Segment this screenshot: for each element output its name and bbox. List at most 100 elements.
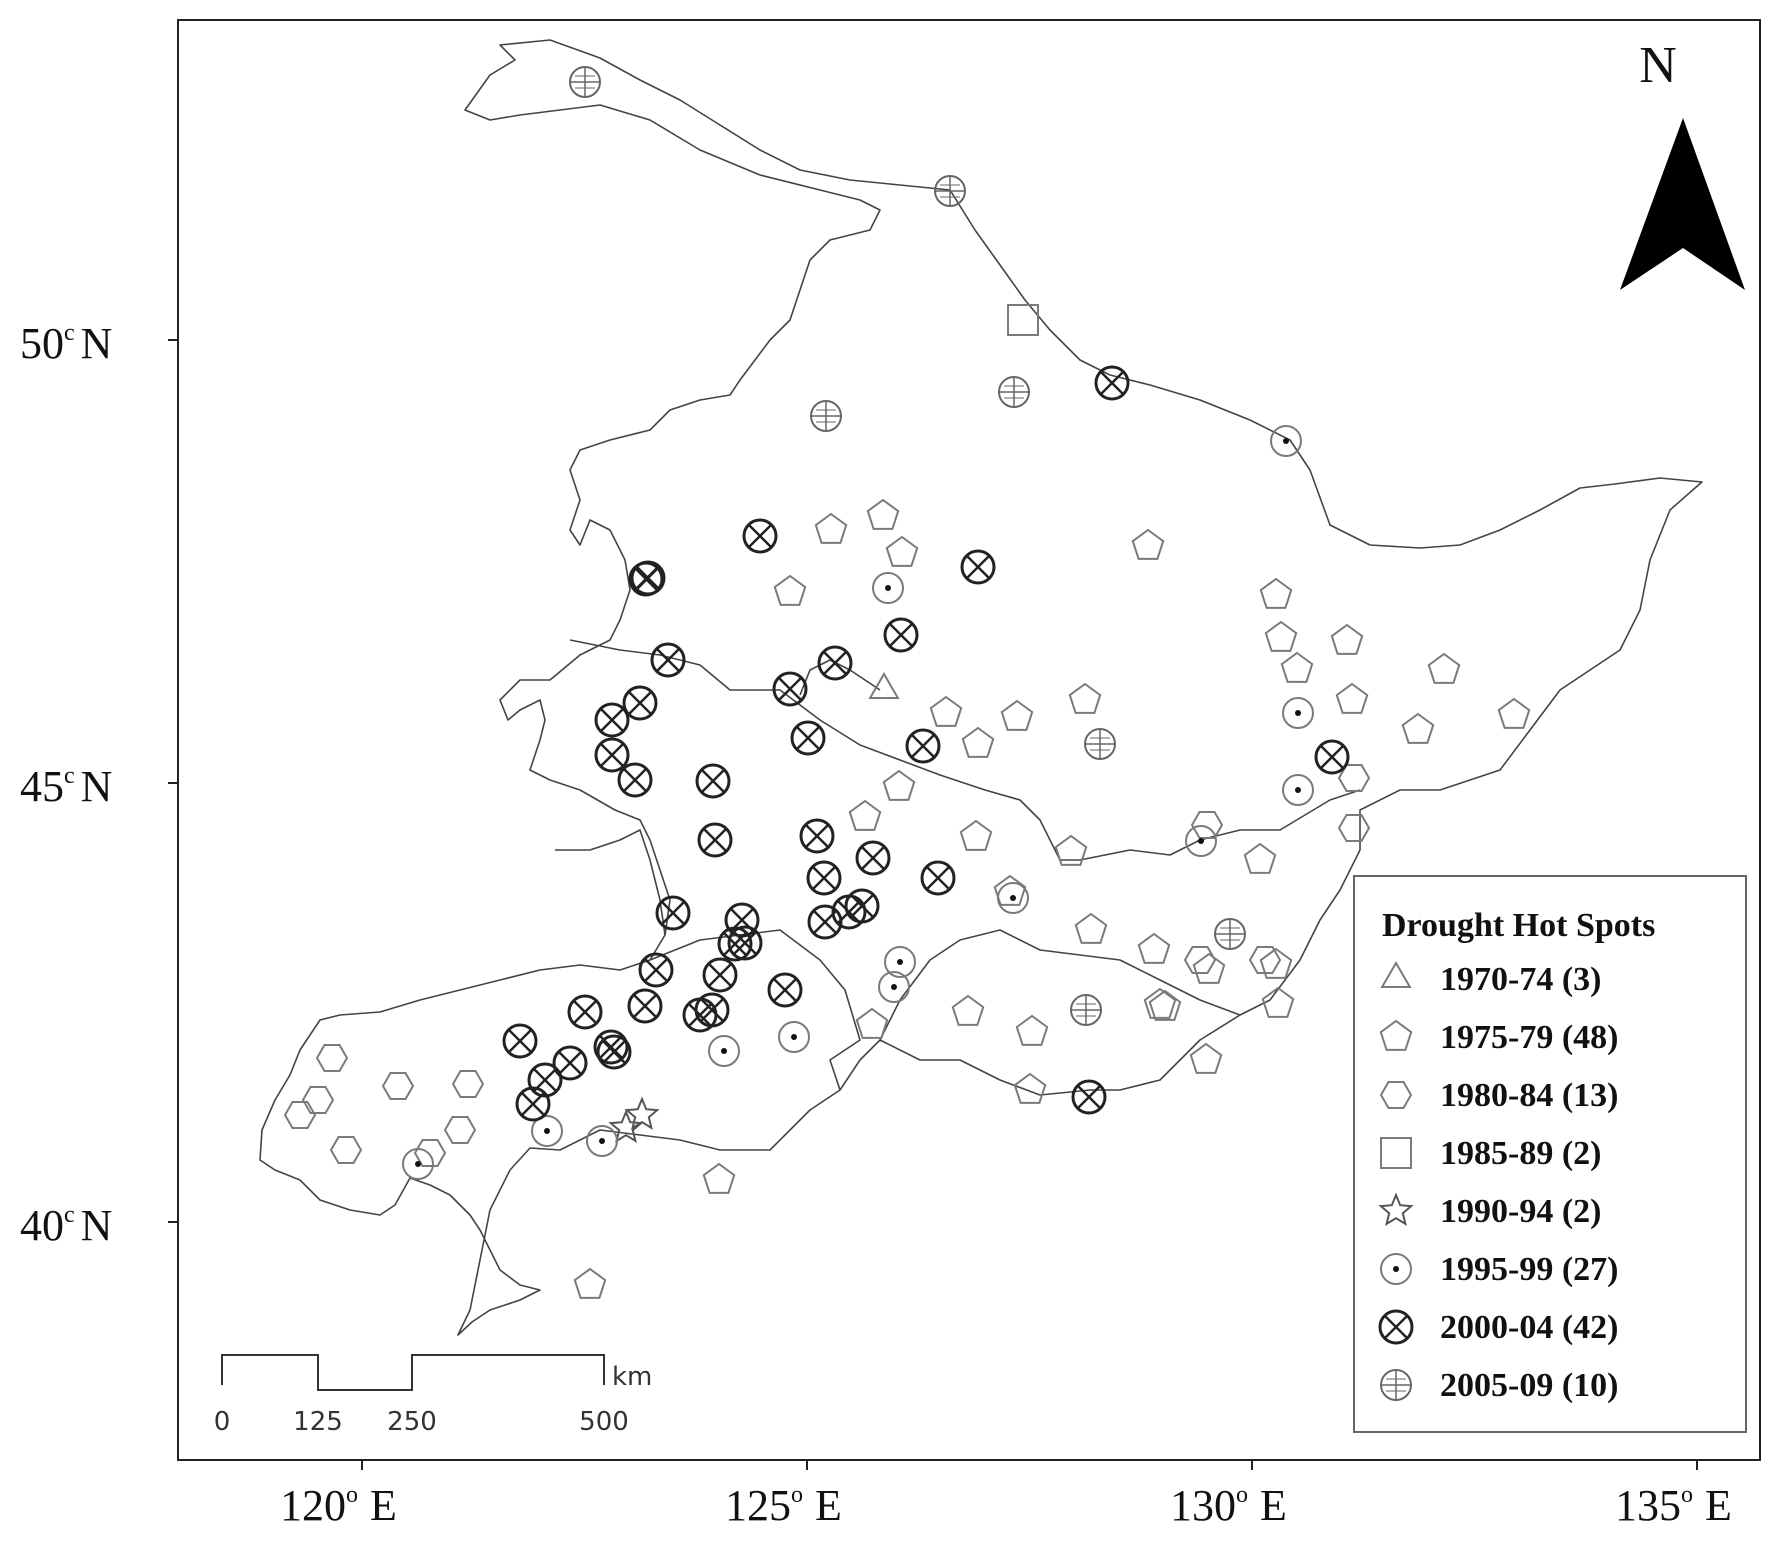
legend-item-label: 2000-04 (42) (1440, 1309, 1618, 1346)
region-boundary (259, 39, 1703, 1336)
marker-circle-x (594, 737, 630, 773)
map-frame (177, 19, 1761, 1461)
marker-circle-x (1314, 739, 1350, 775)
marker-circle-x (655, 895, 691, 931)
marker-circle-x (727, 925, 763, 961)
marker-hexagon (1248, 946, 1282, 974)
legend-item-label: 1970-74 (3) (1440, 961, 1601, 998)
marker-circle-x (790, 720, 826, 756)
scale-unit: km (612, 1362, 652, 1392)
marker-circle-x (905, 728, 941, 764)
marker-pentagon (961, 726, 995, 758)
marker-pentagon (773, 574, 807, 606)
marker-hexagon (381, 1072, 415, 1100)
marker-circle-x (650, 642, 686, 678)
lon-label-120: 120o E (280, 1481, 397, 1530)
marker-pentagon (885, 535, 919, 567)
region-outline (259, 39, 1703, 1336)
marker-pentagon (993, 874, 1027, 906)
legend-item: 1975-79 (48) (1379, 1019, 1618, 1056)
marker-circle-x (742, 518, 778, 554)
north-label: N (1639, 37, 1677, 94)
marker-circle-dot (884, 946, 916, 978)
legend-box (1353, 875, 1747, 1433)
marker-pentagon (1330, 623, 1364, 655)
marker-hexagon (1337, 814, 1371, 842)
marker-circle-dot (586, 1125, 618, 1157)
marker-pentagon (1401, 712, 1435, 744)
marker-circle-dot (531, 1115, 563, 1147)
marker-circle-x (817, 645, 853, 681)
marker-circle-dot (1380, 1253, 1412, 1285)
marker-hexagon (443, 1116, 477, 1144)
marker-circle-plus (1380, 1369, 1412, 1401)
scale-tick-label: 250 (387, 1407, 437, 1437)
marker-hexagon (1337, 764, 1371, 792)
marker-circle-dot (1282, 697, 1314, 729)
legend-item: 1980-84 (13) (1379, 1077, 1618, 1114)
marker-circle-dot (997, 882, 1029, 914)
marker-pentagon (1259, 577, 1293, 609)
marker-pentagon (1497, 697, 1531, 729)
lat-label-45: 45c N (20, 762, 112, 811)
marker-pentagon (855, 1007, 889, 1039)
province-line (879, 929, 1241, 1041)
marker-pentagon (1264, 620, 1298, 652)
marker-circle-x (702, 957, 738, 993)
marker-circle-plus (1214, 918, 1246, 950)
marker-square (1007, 304, 1039, 336)
marker-circle-dot (878, 971, 910, 1003)
marker-circle-x (694, 992, 730, 1028)
marker-circle-dot (778, 1021, 810, 1053)
marker-pentagon (866, 498, 900, 530)
legend-item: 2005-09 (10) (1380, 1367, 1618, 1404)
scale-tick-label: 500 (579, 1407, 629, 1437)
marker-pentagon (702, 1162, 736, 1194)
marker-pentagon (814, 512, 848, 544)
province-line (799, 659, 881, 696)
marker-pentagon (1013, 1072, 1047, 1104)
scale-bar: km 0 125 250 500 (214, 1354, 652, 1437)
marker-pentagon (573, 1267, 607, 1299)
legend-item-label: 1990-94 (2) (1440, 1193, 1601, 1230)
marker-circle-x (695, 763, 731, 799)
marker-circle-plus (998, 376, 1030, 408)
marker-pentagon (1192, 952, 1226, 984)
marker-hexagon (315, 1044, 349, 1072)
legend-item: 1995-99 (27) (1380, 1251, 1618, 1288)
marker-circle-x (767, 972, 803, 1008)
marker-circle-x (567, 994, 603, 1030)
scale-bar-line (221, 1354, 605, 1391)
marker-circle-x (717, 926, 753, 962)
marker-pentagon (1068, 682, 1102, 714)
marker-circle-x (844, 888, 880, 924)
scale-tick-label: 0 (214, 1407, 231, 1437)
marker-circle-dot (1185, 825, 1217, 857)
lat-axis: 50c N 45c N 40c N (20, 319, 178, 1250)
legend-item-label: 1985-89 (2) (1440, 1135, 1601, 1172)
marker-circle-x (596, 1034, 632, 1070)
province-line (649, 929, 861, 1091)
legend-item: 1985-89 (2) (1380, 1135, 1601, 1172)
marker-circle-plus (934, 175, 966, 207)
marker-pentagon (1261, 986, 1295, 1018)
marker-circle-dot (872, 572, 904, 604)
marker-pentagon (848, 799, 882, 831)
marker-circle-plus (810, 400, 842, 432)
province-line (555, 829, 666, 936)
marker-circle-plus (1084, 728, 1116, 760)
marker-circle-x (697, 822, 733, 858)
marker-square (1380, 1137, 1412, 1169)
marker-triangle (1380, 961, 1412, 988)
marker-pentagon (1137, 932, 1171, 964)
marker-hexagon (283, 1101, 317, 1129)
marker-pentagon (929, 695, 963, 727)
legend-item: 2000-04 (42) (1378, 1309, 1618, 1346)
marker-hexagon (413, 1139, 447, 1167)
marker-pentagon (959, 819, 993, 851)
marker-circle-dot (708, 1035, 740, 1067)
station-markers (283, 66, 1531, 1299)
marker-pentagon (1148, 989, 1182, 1021)
marker-pentagon (1131, 528, 1165, 560)
